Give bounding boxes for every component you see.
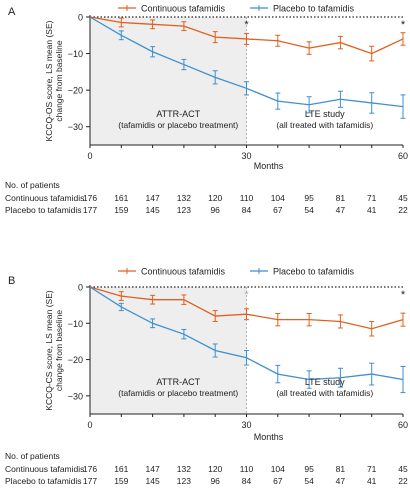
patients-count: 22 (398, 476, 408, 486)
patients-count: 45 (398, 464, 408, 474)
y-tick-label: −20 (68, 355, 83, 365)
x-tick-label: 60 (398, 151, 408, 161)
y-axis-title-line2: change from baseline (54, 310, 64, 392)
y-tick-label: 0 (78, 283, 83, 293)
patients-count: 22 (398, 205, 408, 215)
patients-count: 145 (146, 205, 160, 215)
y-tick-label: −10 (68, 49, 83, 59)
patients-count: 110 (240, 193, 254, 203)
y-tick-label: 0 (78, 13, 83, 23)
y-axis-title-line2: change from baseline (54, 40, 64, 122)
patients-count: 147 (146, 193, 160, 203)
y-tick-label: −30 (68, 391, 83, 401)
chart-panel-a: 0 −10 −20 −30 0 30 60 Months KCCQ-OS score, LS m… (5, 4, 408, 216)
patients-count: 96 (210, 205, 220, 215)
x-axis-title: Months (254, 432, 284, 442)
patients-count: 110 (240, 464, 254, 474)
patients-count: 161 (114, 193, 128, 203)
patients-count: 123 (177, 476, 191, 486)
x-axis-title: Months (254, 161, 284, 171)
patients-row-label: Continuous tafamidis (5, 193, 84, 203)
series-placebo-to-tafamidis (89, 16, 406, 119)
patients-count: 41 (367, 205, 377, 215)
y-tick-label: −30 (68, 122, 83, 132)
period-annotation-title: ATTR-ACT (156, 109, 200, 119)
patients-count: 47 (336, 476, 346, 486)
patients-count: 96 (210, 476, 220, 486)
legend-label: Continuous tafamidis (141, 4, 226, 14)
patients-count: 81 (336, 464, 346, 474)
patients-count: 84 (242, 476, 252, 486)
patients-count: 104 (271, 464, 285, 474)
legend-label: Placebo to tafamidis (273, 4, 355, 14)
patients-row-label: Placebo to tafamidis (5, 476, 82, 486)
series-placebo-to-tafamidis (89, 286, 406, 394)
y-tick-label: −10 (68, 319, 83, 329)
patients-count: 71 (367, 193, 377, 203)
patients-count: 41 (367, 476, 377, 486)
patients-count: 54 (304, 476, 314, 486)
period-annotation-subtitle: (tafamidis or placebo treatment) (118, 120, 238, 130)
legend-label: Continuous tafamidis (141, 267, 226, 277)
y-axis-title-line1: KCCQ-CS score, LS mean (SE) (44, 290, 54, 411)
patients-count: 95 (304, 193, 314, 203)
panel-label: B (8, 275, 15, 287)
significance-marker: * (244, 289, 249, 301)
patients-row-label: Continuous tafamidis (5, 464, 84, 474)
period-annotation-title: LTE study (305, 109, 345, 119)
patients-count: 132 (177, 464, 191, 474)
patients-count: 176 (83, 193, 97, 203)
patients-count: 161 (114, 464, 128, 474)
period-annotation-title: LTE study (305, 377, 345, 387)
patients-count: 147 (146, 464, 160, 474)
legend-label: Placebo to tafamidis (273, 267, 355, 277)
significance-marker: * (401, 19, 406, 31)
patients-count: 123 (177, 205, 191, 215)
x-tick-label: 60 (398, 420, 408, 430)
x-tick-label: 0 (87, 151, 92, 161)
patients-table-title: No. of patients (5, 451, 60, 461)
patients-count: 145 (146, 476, 160, 486)
significance-marker: * (244, 19, 249, 31)
y-tick-label: −20 (68, 86, 83, 96)
x-tick-label: 30 (241, 420, 251, 430)
patients-row-label: Placebo to tafamidis (5, 205, 82, 215)
patients-count: 159 (114, 205, 128, 215)
patients-count: 67 (273, 476, 283, 486)
patients-count: 47 (336, 205, 346, 215)
patients-table-title: No. of patients (5, 180, 60, 190)
patients-count: 95 (304, 464, 314, 474)
significance-marker: * (401, 289, 406, 301)
period-annotation-title: ATTR-ACT (156, 377, 200, 387)
patients-count: 54 (304, 205, 314, 215)
patients-count: 159 (114, 476, 128, 486)
period-annotation-subtitle: (all treated with tafamidis) (276, 120, 373, 130)
attr-act-shaded-region (90, 17, 247, 145)
panel-label: A (8, 6, 16, 18)
period-annotation-subtitle: (all treated with tafamidis) (276, 388, 373, 398)
patients-count: 71 (367, 464, 377, 474)
patients-count: 84 (242, 205, 252, 215)
x-tick-label: 0 (87, 420, 92, 430)
patients-count: 67 (273, 205, 283, 215)
patients-count: 132 (177, 193, 191, 203)
period-annotation-subtitle: (tafamidis or placebo treatment) (118, 388, 238, 398)
y-axis-title-line1: KCCQ-OS score, LS mean (SE) (44, 20, 54, 141)
patients-count: 45 (398, 193, 408, 203)
patients-count: 120 (208, 193, 222, 203)
patients-count: 104 (271, 193, 285, 203)
patients-count: 120 (208, 464, 222, 474)
patients-count: 177 (83, 205, 97, 215)
patients-count: 176 (83, 464, 97, 474)
x-tick-label: 30 (241, 151, 251, 161)
series-continuous-tafamidis (89, 16, 406, 62)
patients-count: 81 (336, 193, 346, 203)
series-continuous-tafamidis (89, 286, 406, 337)
patients-count: 177 (83, 476, 97, 486)
chart-panel-b: 0 −10 −20 −30 0 30 60 Months KCCQ-CS score, LS m… (5, 267, 408, 487)
attr-act-shaded-region (90, 287, 247, 414)
